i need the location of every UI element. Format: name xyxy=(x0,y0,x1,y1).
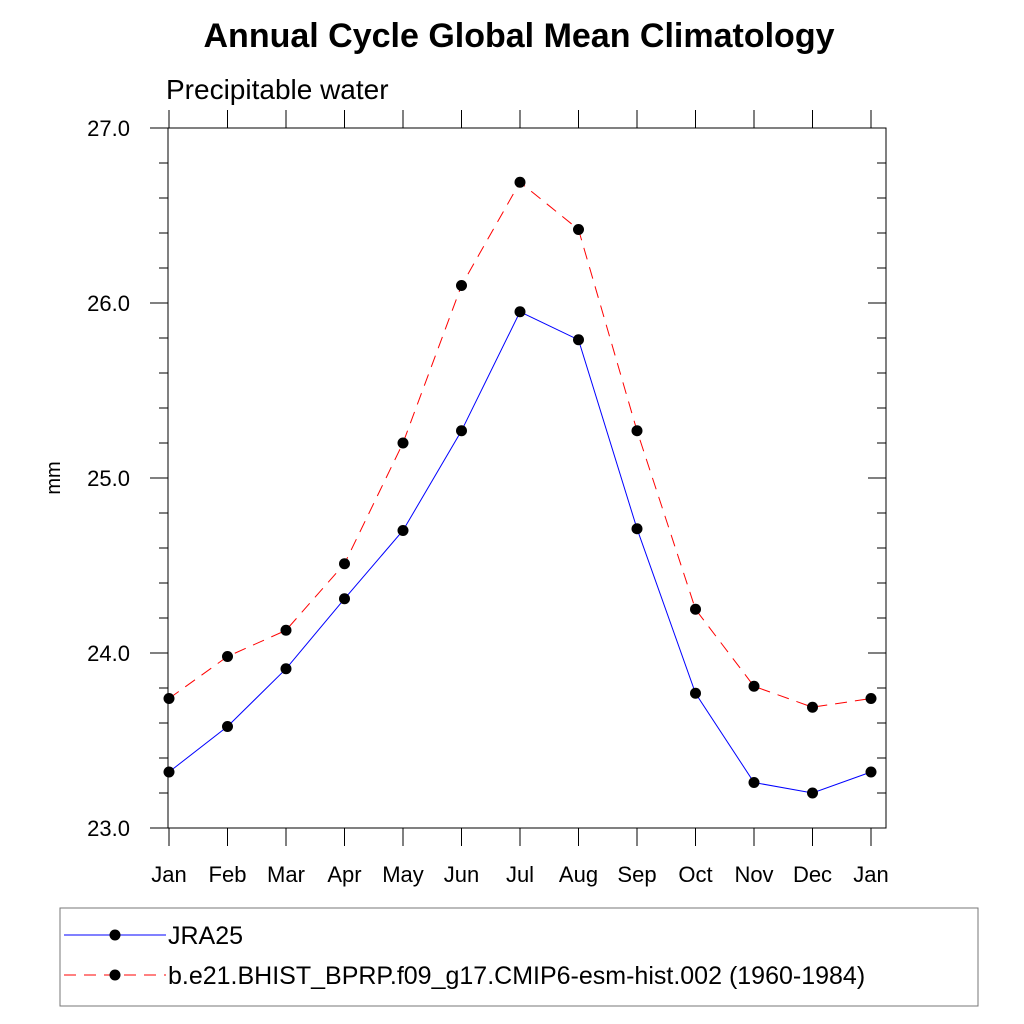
series-1-point xyxy=(339,558,350,570)
series-0-point xyxy=(690,687,701,699)
x-tick-label: Jun xyxy=(444,862,479,887)
y-tick-label: 27.0 xyxy=(87,116,130,141)
y-tick-label: 26.0 xyxy=(87,291,130,316)
y-tick-label: 25.0 xyxy=(87,466,130,491)
x-tick-label: May xyxy=(382,862,424,887)
series-1-point xyxy=(514,176,526,188)
x-tick-label: Nov xyxy=(734,862,773,887)
x-tick-label: Sep xyxy=(617,862,656,887)
series-0-point xyxy=(339,593,350,605)
series-1-point xyxy=(690,603,701,615)
series-1-point xyxy=(222,651,233,662)
series-line-0 xyxy=(168,311,872,794)
series-0-point xyxy=(865,766,877,778)
legend: JRA25 b.e21.BHIST_BPRP.f09_g17.CMIP6-esm… xyxy=(59,907,979,1007)
y-axis-label: mm xyxy=(43,461,65,494)
x-tick-label: Feb xyxy=(209,862,247,887)
series-line-1 xyxy=(168,181,872,708)
chart-subtitle: Precipitable water xyxy=(166,74,389,105)
y-tick-label: 23.0 xyxy=(87,816,130,841)
series-1-point xyxy=(397,437,409,449)
legend-marker-jra25 xyxy=(109,929,121,941)
series-0-point xyxy=(573,334,584,346)
series-0-point xyxy=(222,721,233,732)
series-1-point xyxy=(163,693,175,704)
series-1-point xyxy=(807,701,818,713)
series-0-point xyxy=(631,523,643,535)
series-0-point xyxy=(514,306,526,318)
x-tick-label: Apr xyxy=(327,862,361,887)
series-1-point xyxy=(456,280,467,291)
legend-entry-model: b.e21.BHIST_BPRP.f09_g17.CMIP6-esm-hist.… xyxy=(168,962,865,990)
legend-marker-model xyxy=(109,969,121,981)
series-0-point xyxy=(397,525,409,536)
x-tick-label: Oct xyxy=(678,862,712,887)
series-0-point xyxy=(748,777,760,788)
x-tick-label: Aug xyxy=(559,862,598,887)
series-1-point xyxy=(631,425,643,437)
series-0-point xyxy=(280,663,292,675)
series-layer xyxy=(163,176,877,799)
x-tick-label: Jan xyxy=(151,862,186,887)
series-0-point xyxy=(456,425,467,437)
x-tick-label: Jul xyxy=(506,862,534,887)
x-tick-label: Mar xyxy=(267,862,305,887)
legend-entry-jra25: JRA25 xyxy=(168,922,243,950)
series-1-point xyxy=(748,680,760,692)
series-1-point xyxy=(280,624,292,636)
series-1-point xyxy=(865,693,877,704)
series-0-point xyxy=(807,787,818,799)
series-1-point xyxy=(573,224,584,235)
ticks-layer: 23.0 24.0 25.0 26.0 27.0 Jan Feb Mar Apr May Jun Ju… xyxy=(87,110,889,887)
x-tick-label: Dec xyxy=(793,862,832,887)
y-tick-label: 24.0 xyxy=(87,641,130,666)
series-0-point xyxy=(163,766,175,778)
plot-frame xyxy=(167,127,887,829)
legend-box xyxy=(59,907,979,1007)
x-tick-label: Jan xyxy=(853,862,888,887)
chart-title: Annual Cycle Global Mean Climatology xyxy=(204,17,835,55)
